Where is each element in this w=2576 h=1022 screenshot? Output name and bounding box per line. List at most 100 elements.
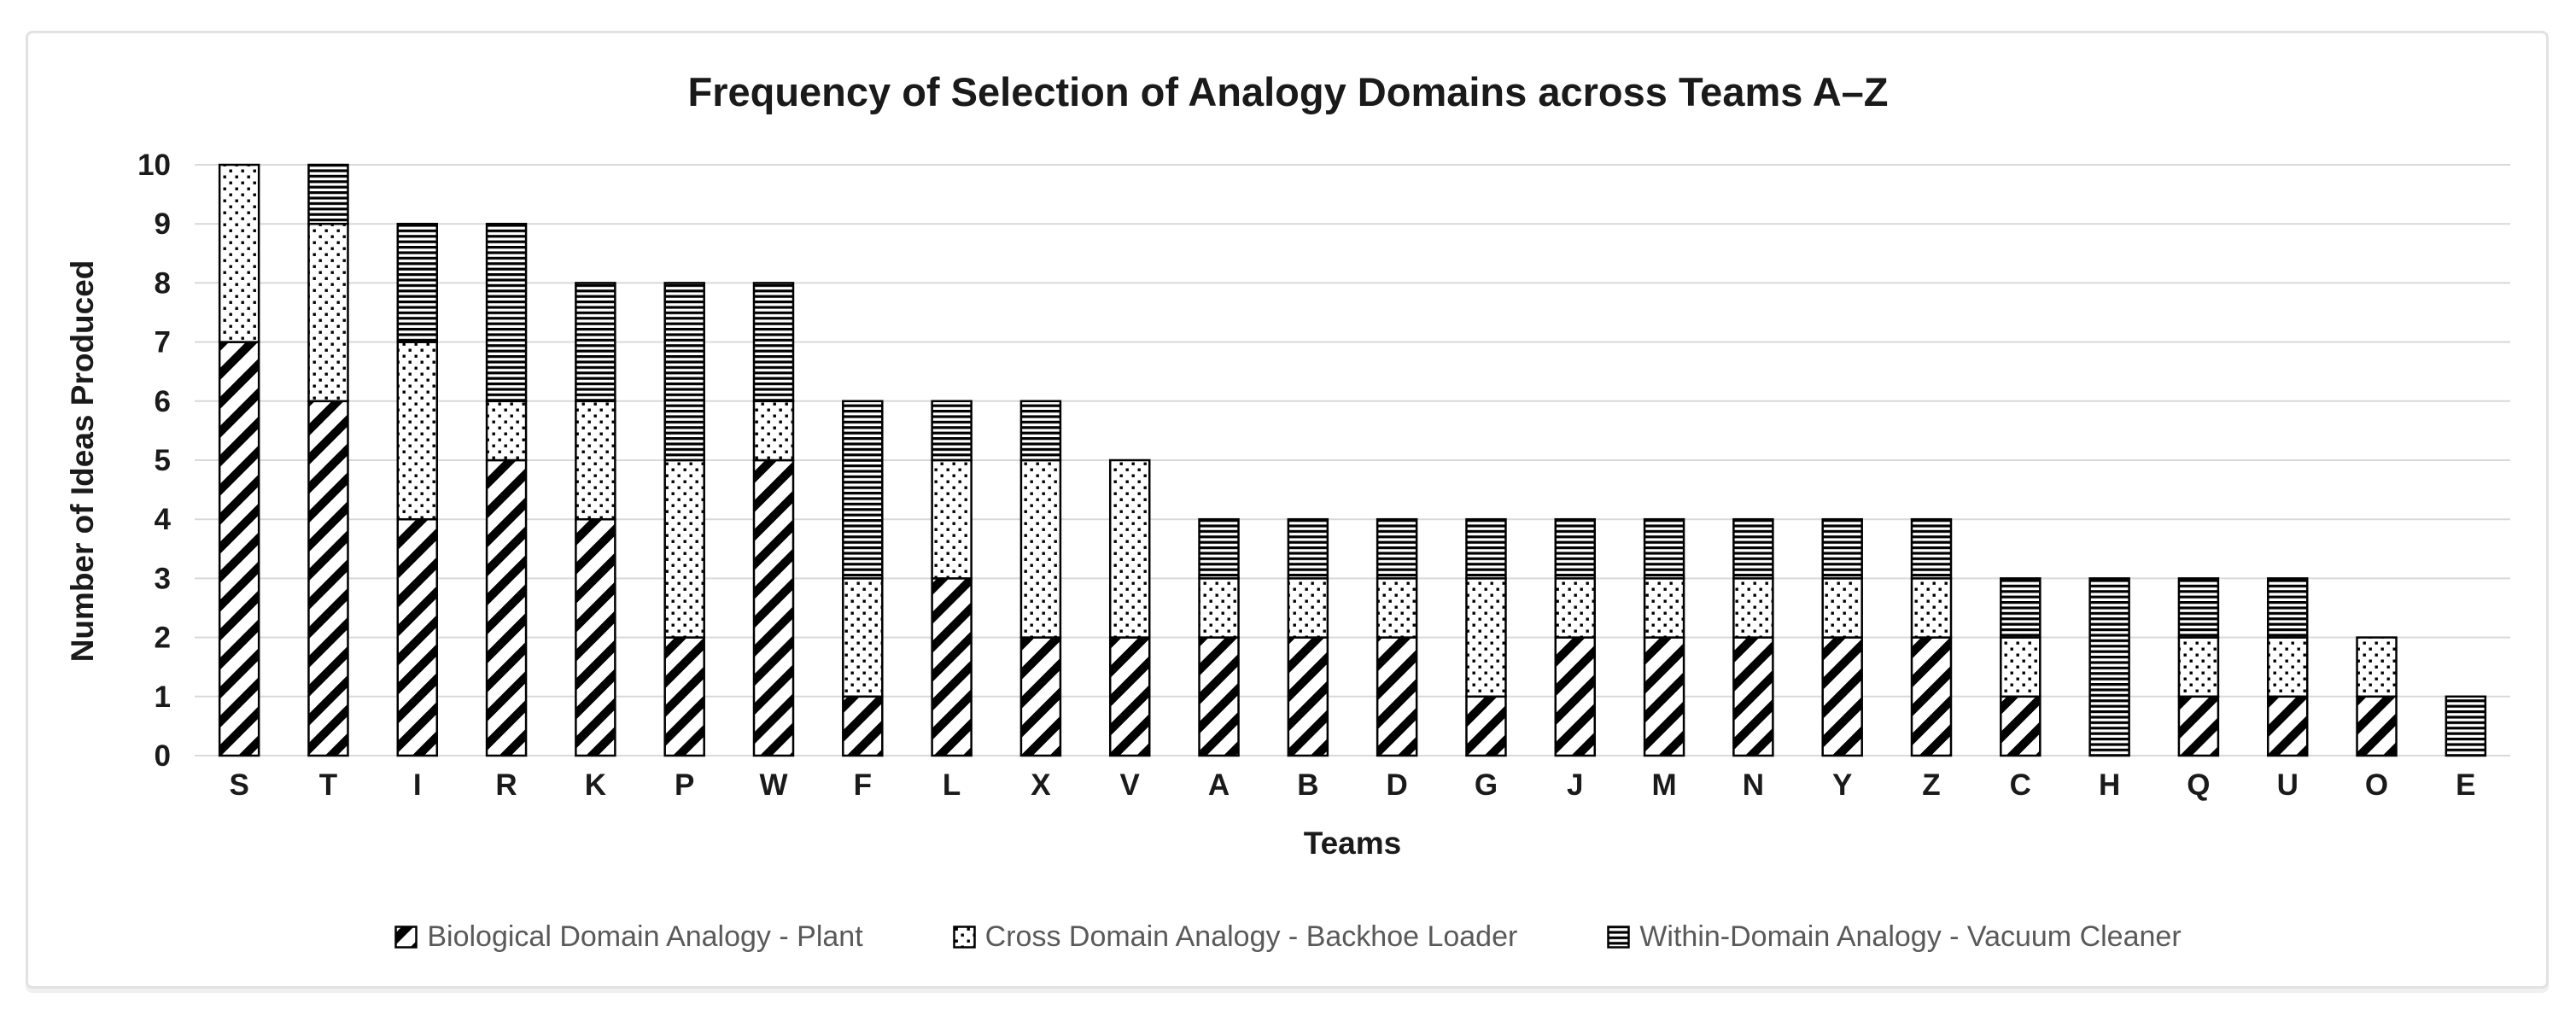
bar-segment-J-dots	[1554, 577, 1597, 639]
bar-segment-W-horizontal-lines	[752, 282, 795, 403]
bar-segment-M-horizontal-lines	[1643, 517, 1685, 580]
x-tick-label-R: R	[495, 768, 517, 802]
bar-segment-K-horizontal-lines	[575, 282, 616, 403]
bar-segment-I-dots	[396, 341, 439, 521]
bar-segment-L-diagonal-stripes	[931, 577, 973, 757]
bar-segment-G-diagonal-stripes	[1465, 695, 1507, 757]
x-tick-label-D: D	[1387, 768, 1408, 802]
bar-segment-B-diagonal-stripes	[1287, 636, 1329, 757]
x-tick-label-N: N	[1743, 768, 1764, 802]
legend-label-vacuum: Within-Domain Analogy - Vacuum Cleaner	[1639, 920, 2182, 953]
bar-segment-P-dots	[663, 458, 705, 639]
x-tick-label-K: K	[585, 768, 606, 802]
legend: Biological Domain Analogy - Plant Cross …	[0, 920, 2576, 954]
legend-item-plant: Biological Domain Analogy - Plant	[394, 920, 863, 954]
bar-segment-K-diagonal-stripes	[575, 517, 616, 757]
bar-segment-Y-horizontal-lines	[1821, 517, 1863, 580]
bar-segment-T-dots	[307, 222, 349, 403]
chart-title: Frequency of Selection of Analogy Domain…	[687, 69, 1889, 114]
diagonal-stripes-swatch-icon	[394, 926, 418, 949]
bar-segment-P-horizontal-lines	[663, 282, 705, 462]
x-tick-label-Q: Q	[2187, 768, 2210, 802]
x-tick-label-T: T	[319, 768, 337, 802]
bar-segment-T-horizontal-lines	[307, 163, 349, 225]
bar-segment-R-diagonal-stripes	[485, 458, 528, 757]
x-tick-label-M: M	[1651, 768, 1676, 802]
horizontal-lines-swatch-icon	[1607, 926, 1631, 949]
legend-label-plant: Biological Domain Analogy - Plant	[427, 920, 863, 953]
bar-segment-I-horizontal-lines	[396, 222, 439, 343]
x-tick-label-J: J	[1567, 768, 1583, 802]
y-tick-label-0: 0	[155, 739, 171, 773]
bar-segment-B-dots	[1287, 577, 1329, 639]
x-tick-label-W: W	[759, 768, 787, 802]
y-tick-label-6: 6	[155, 385, 171, 418]
bar-segment-Z-diagonal-stripes	[1910, 636, 1953, 757]
x-tick-label-A: A	[1208, 768, 1230, 802]
bar-segment-X-dots	[1019, 458, 1062, 639]
x-tick-label-O: O	[2365, 768, 2388, 802]
legend-item-vacuum: Within-Domain Analogy - Vacuum Cleaner	[1607, 920, 2182, 954]
bar-segment-G-horizontal-lines	[1465, 517, 1507, 580]
bar-segment-X-diagonal-stripes	[1019, 636, 1062, 757]
y-tick-label-8: 8	[155, 266, 171, 300]
bar-segment-J-diagonal-stripes	[1554, 636, 1597, 757]
x-tick-label-P: P	[675, 768, 694, 802]
x-tick-label-U: U	[2277, 768, 2299, 802]
bar-segment-A-diagonal-stripes	[1198, 636, 1240, 757]
bar-segment-Q-diagonal-stripes	[2177, 695, 2220, 757]
bar-segment-W-dots	[752, 400, 795, 462]
bar-segment-F-diagonal-stripes	[842, 695, 884, 757]
dots-swatch-icon	[952, 926, 976, 949]
x-tick-label-V: V	[1120, 768, 1141, 802]
x-tick-label-G: G	[1475, 768, 1498, 802]
bar-segment-C-dots	[2000, 636, 2042, 698]
y-tick-label-10: 10	[137, 149, 171, 182]
x-tick-label-I: I	[413, 768, 422, 802]
bar-segment-J-horizontal-lines	[1554, 517, 1597, 580]
bar-segment-U-dots	[2266, 636, 2309, 698]
bar-segment-E-horizontal-lines	[2445, 695, 2487, 757]
bar-segment-O-dots	[2356, 636, 2398, 698]
bar-segment-M-diagonal-stripes	[1643, 636, 1685, 757]
bar-segment-H-horizontal-lines	[2088, 577, 2130, 757]
x-tick-label-B: B	[1297, 768, 1318, 802]
y-tick-label-9: 9	[155, 207, 171, 241]
bar-segment-F-dots	[842, 577, 884, 698]
bar-segment-Q-dots	[2177, 636, 2220, 698]
x-tick-label-H: H	[2099, 768, 2120, 802]
bar-segment-X-horizontal-lines	[1019, 400, 1062, 462]
bar-segment-V-diagonal-stripes	[1108, 636, 1151, 757]
bar-segment-Z-horizontal-lines	[1910, 517, 1953, 580]
axis-tick-labels: 0 1 2 3 4 5 6 7 8 9 10 S T I R K P W F L X V A B D G J M N Y Z C H Q U O E	[137, 149, 2475, 802]
bar-segment-C-diagonal-stripes	[2000, 695, 2042, 757]
bar-segment-D-diagonal-stripes	[1376, 636, 1418, 757]
bar-segment-R-dots	[485, 400, 528, 462]
bar-segment-C-horizontal-lines	[2000, 577, 2042, 639]
bar-segment-T-diagonal-stripes	[307, 400, 349, 757]
legend-item-backhoe: Cross Domain Analogy - Backhoe Loader	[952, 920, 1518, 954]
bars	[218, 163, 2487, 757]
bar-segment-D-horizontal-lines	[1376, 517, 1418, 580]
legend-label-backhoe: Cross Domain Analogy - Backhoe Loader	[984, 920, 1518, 953]
x-tick-label-S: S	[229, 768, 248, 802]
bar-segment-N-dots	[1732, 577, 1774, 639]
bar-segment-W-diagonal-stripes	[752, 458, 795, 757]
bar-segment-Y-diagonal-stripes	[1821, 636, 1863, 757]
bar-segment-S-diagonal-stripes	[218, 341, 260, 757]
bar-segment-L-horizontal-lines	[931, 400, 973, 462]
bar-segment-M-dots	[1643, 577, 1685, 639]
bar-segment-V-dots	[1108, 458, 1151, 639]
y-tick-label-7: 7	[155, 326, 171, 359]
y-tick-label-1: 1	[155, 680, 171, 714]
y-tick-label-5: 5	[155, 444, 171, 477]
gridlines	[195, 164, 2510, 756]
bar-segment-K-dots	[575, 400, 616, 521]
x-tick-label-Y: Y	[1832, 768, 1852, 802]
bar-segment-U-diagonal-stripes	[2266, 695, 2309, 757]
x-tick-label-L: L	[943, 768, 961, 802]
y-tick-label-3: 3	[155, 562, 171, 595]
bar-segment-Z-dots	[1910, 577, 1953, 639]
